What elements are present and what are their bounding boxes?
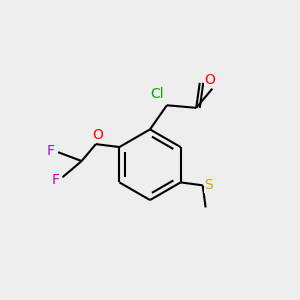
Text: O: O xyxy=(205,73,215,87)
Text: S: S xyxy=(204,178,213,192)
Text: O: O xyxy=(92,128,103,142)
Text: Cl: Cl xyxy=(150,87,164,101)
Text: F: F xyxy=(51,173,59,187)
Text: F: F xyxy=(47,144,55,158)
